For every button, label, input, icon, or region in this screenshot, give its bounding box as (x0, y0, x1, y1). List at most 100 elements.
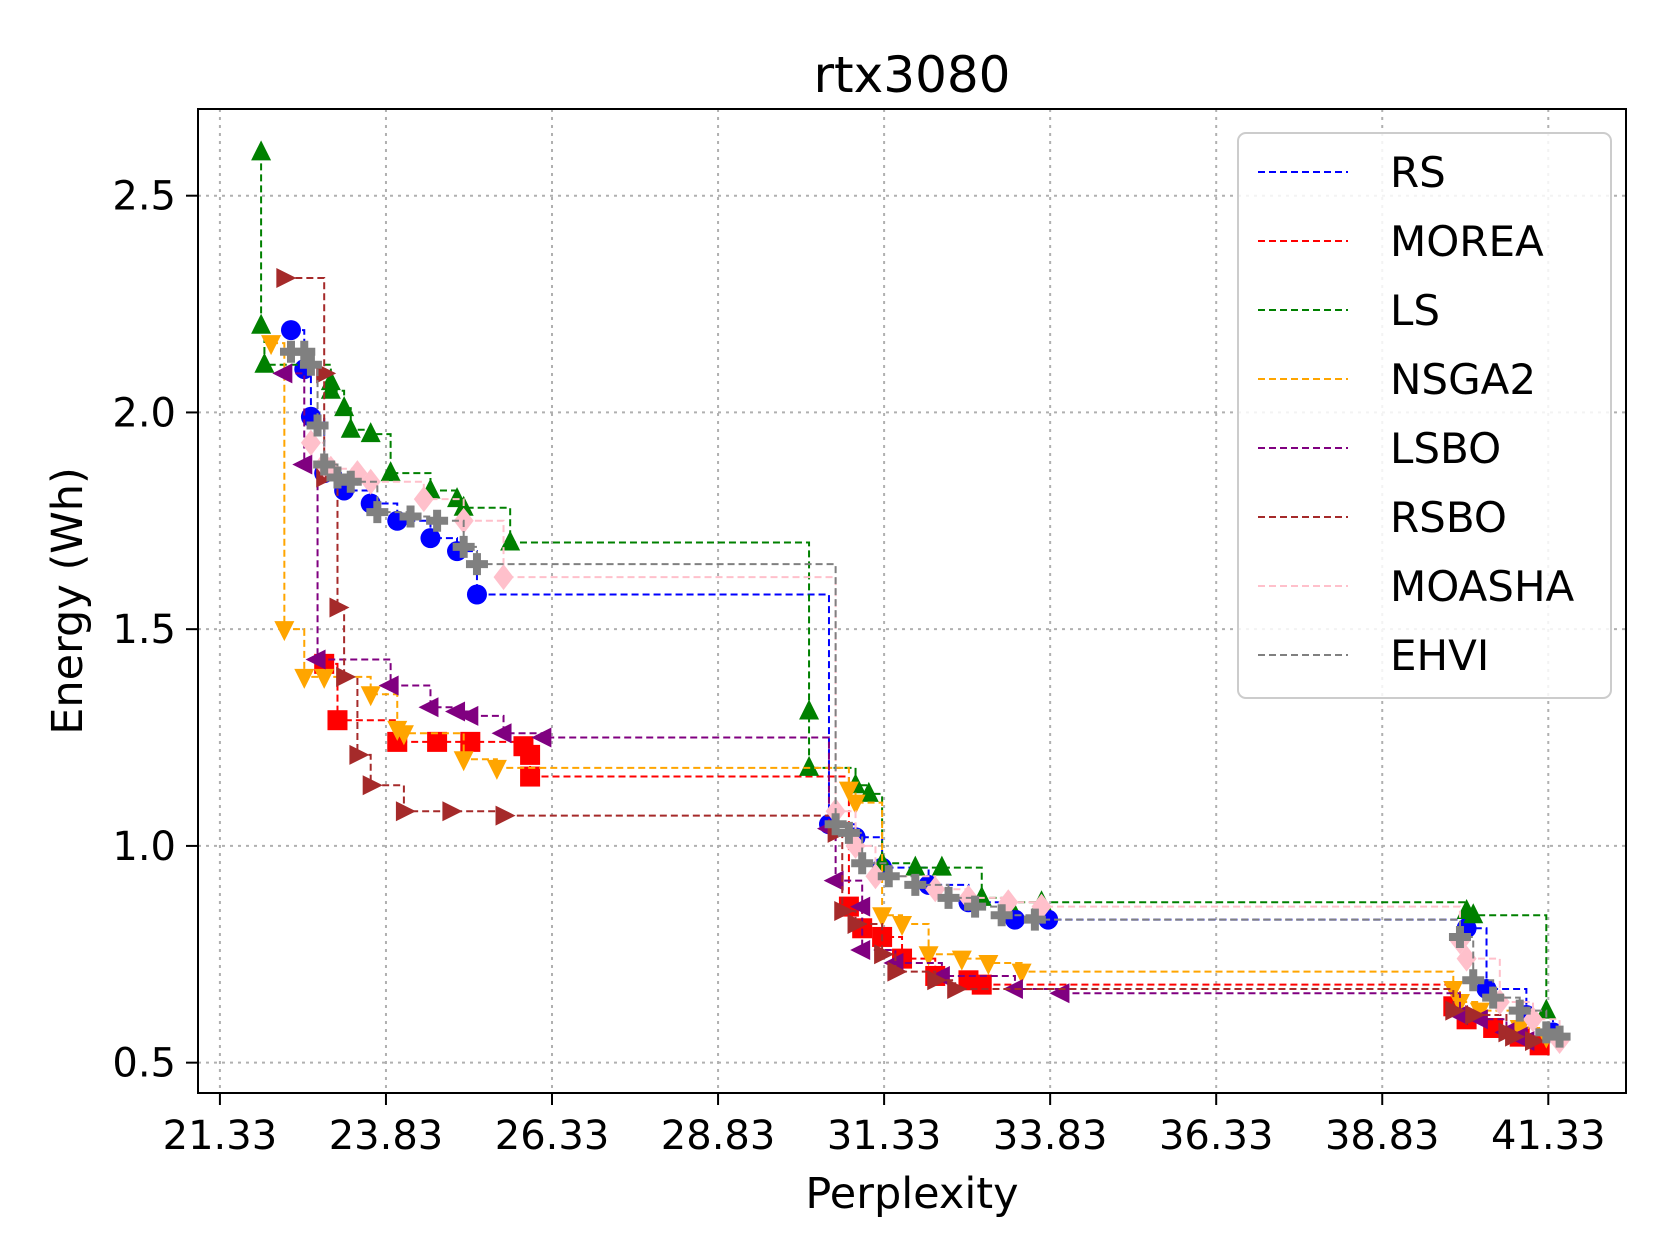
data-point-lsbo (531, 727, 552, 748)
x-tick-label: 26.33 (495, 1113, 610, 1159)
plot-frame (197, 108, 1627, 1094)
data-point-ehvi (1548, 1025, 1571, 1048)
y-tick-label: 1.0 (112, 824, 176, 870)
data-point-lsbo (378, 675, 399, 696)
series-line-nsga2 (271, 342, 1548, 1037)
x-tick-label: 38.83 (1325, 1113, 1440, 1159)
data-point-nsga2 (453, 751, 474, 772)
data-point-nsga2 (393, 725, 414, 746)
x-tick-label: 41.33 (1491, 1113, 1606, 1159)
y-tick-label: 2.0 (112, 390, 176, 436)
data-point-rsbo (947, 978, 968, 999)
data-point-nsga2 (1011, 963, 1032, 984)
data-point-ls (799, 699, 820, 720)
data-point-ehvi (1508, 999, 1531, 1022)
data-point-nsga2 (892, 915, 913, 936)
data-point-ehvi (824, 813, 847, 836)
data-point-ls (251, 313, 272, 334)
data-point-ehvi (366, 501, 389, 524)
data-point-ehvi (1535, 1021, 1558, 1044)
data-point-rsbo (1445, 1000, 1466, 1021)
data-point-morea (520, 744, 541, 765)
x-tick-label: 33.83 (993, 1113, 1108, 1159)
data-point-ehvi (1462, 969, 1485, 992)
data-point-rs (280, 320, 301, 341)
data-point-rsbo (1505, 1026, 1526, 1047)
data-point-rsbo (362, 775, 383, 796)
data-point-ls (254, 352, 275, 373)
data-point-lsbo (850, 896, 871, 917)
data-point-morea (971, 974, 992, 995)
legend-box (1237, 132, 1612, 699)
data-point-moasha (1456, 945, 1477, 972)
data-point-rsbo (847, 913, 868, 934)
data-point-nsga2 (838, 781, 859, 802)
legend: RS MOREA LS NSGA2 LSBO RSBO MOASHA EHVI (1237, 132, 1612, 699)
data-point-nsga2 (978, 954, 999, 975)
data-point-ls (931, 855, 952, 876)
data-point-lsbo (458, 705, 479, 726)
data-point-ehvi (313, 453, 336, 476)
data-point-rs (466, 584, 487, 605)
legend-label-ehvi: EHVI (1390, 631, 1489, 680)
data-point-moasha (493, 564, 514, 591)
x-tick-label: 23.83 (329, 1113, 444, 1159)
data-point-nsga2 (845, 794, 866, 815)
data-point-rsbo (349, 744, 370, 765)
data-point-nsga2 (274, 621, 295, 642)
data-point-rsbo (1525, 1030, 1546, 1051)
grid-lines (198, 109, 1626, 1093)
data-point-nsga2 (294, 668, 315, 689)
data-point-ls (1536, 998, 1557, 1019)
x-axis-title: Perplexity (805, 1169, 1018, 1219)
data-point-ehvi (426, 509, 449, 532)
y-axis-title: Energy (Wh) (43, 467, 93, 735)
data-point-rsbo (927, 970, 948, 991)
data-point-rsbo (276, 268, 297, 289)
data-point-nsga2 (872, 907, 893, 928)
legend-label-rsbo: RSBO (1390, 493, 1507, 542)
axis-ticks: 21.33 23.83 26.33 28.83 31.33 33.83 36.33 38.83… (112, 174, 1605, 1159)
y-tick-label: 0.5 (112, 1041, 176, 1087)
data-point-lsbo (1002, 978, 1023, 999)
y-tick-label: 1.5 (112, 607, 176, 653)
data-point-morea (460, 731, 481, 752)
data-point-ls (340, 417, 361, 438)
data-point-lsbo (823, 870, 844, 891)
data-point-nsga2 (951, 950, 972, 971)
chart-title: rtx3080 (814, 46, 1011, 104)
series-layer (251, 140, 1571, 1056)
data-point-morea (327, 710, 348, 731)
data-point-ls (905, 855, 926, 876)
data-point-ls (251, 140, 272, 161)
data-point-ehvi (279, 340, 302, 363)
data-point-nsga2 (918, 946, 939, 967)
data-point-rsbo (395, 801, 416, 822)
data-point-ehvi (851, 852, 874, 875)
data-point-nsga2 (261, 335, 282, 356)
data-point-rsbo (495, 805, 516, 826)
x-tick-label: 31.33 (827, 1113, 942, 1159)
data-point-ehvi (837, 821, 860, 844)
data-point-ls (799, 755, 820, 776)
data-point-rsbo (329, 597, 350, 618)
data-point-ehvi (904, 873, 927, 896)
data-point-rsbo (336, 666, 357, 687)
data-point-rsbo (1465, 1004, 1486, 1025)
data-point-ehvi (399, 505, 422, 528)
data-point-ehvi (877, 865, 900, 888)
x-tick-label: 21.33 (163, 1113, 278, 1159)
data-point-ehvi (1448, 925, 1471, 948)
data-point-ehvi (990, 904, 1013, 927)
legend-label-morea: MOREA (1390, 217, 1544, 266)
data-point-nsga2 (314, 668, 335, 689)
data-point-ehvi (1482, 986, 1505, 1009)
data-point-moasha (413, 486, 434, 513)
data-point-ls (334, 396, 355, 417)
data-point-ehvi (1023, 908, 1046, 931)
series-line-rs (290, 329, 1554, 1033)
data-point-ls (380, 461, 401, 482)
data-point-ls (500, 530, 521, 551)
data-point-lsbo (418, 697, 439, 718)
